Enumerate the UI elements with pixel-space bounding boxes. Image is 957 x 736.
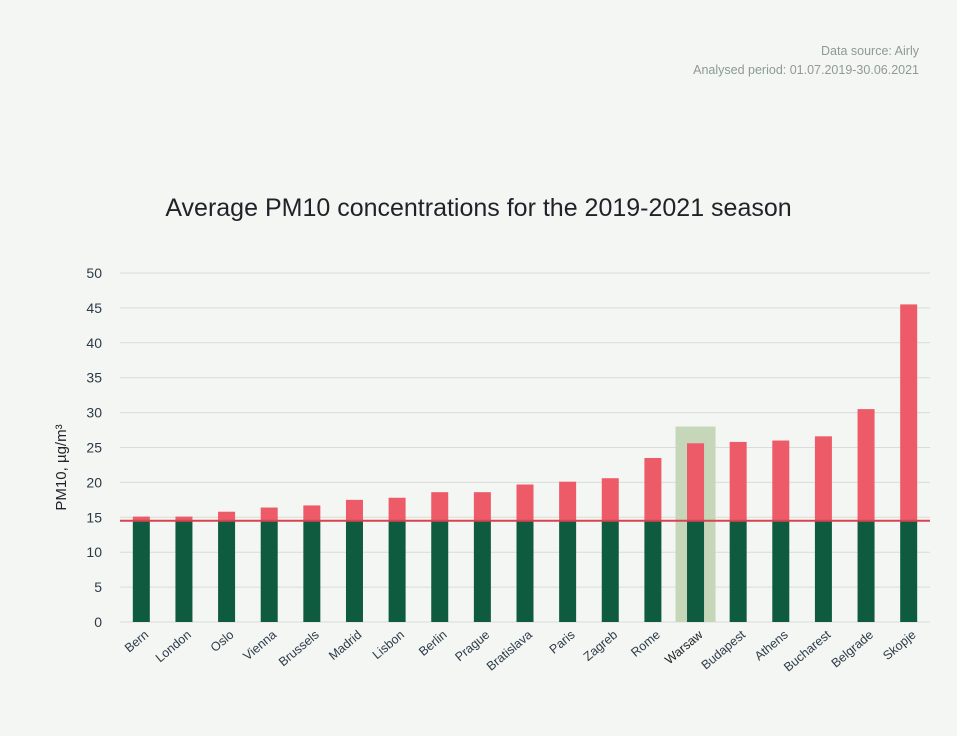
bar-excess: [431, 492, 449, 521]
y-tick-label: 0: [94, 614, 102, 630]
bar-base: [772, 520, 790, 622]
bar-base: [857, 520, 875, 622]
y-tick-label: 45: [86, 300, 102, 316]
bar-excess: [175, 516, 193, 521]
x-tick-label: Brussels: [276, 628, 322, 670]
y-tick-label: 20: [86, 474, 102, 490]
x-tick-label: Oslo: [208, 628, 237, 655]
x-tick-label: Bucharest: [781, 627, 834, 674]
bar-base: [559, 520, 577, 622]
data-source-note: Data source: Airly Analysed period: 01.0…: [693, 42, 919, 80]
y-tick-label: 5: [94, 579, 102, 595]
x-tick-label: London: [153, 628, 194, 666]
x-tick-label: Lisbon: [370, 628, 407, 662]
bar-base: [516, 520, 534, 622]
x-tick-label: Berlin: [416, 628, 450, 659]
bar-base: [473, 520, 491, 622]
bar-base: [687, 520, 705, 622]
bar-excess: [601, 478, 619, 521]
x-tick-label: Prague: [452, 628, 492, 665]
bar-base: [601, 520, 619, 622]
bar-excess: [857, 409, 875, 521]
bar-excess: [516, 484, 534, 521]
bar-base: [260, 520, 278, 622]
data-source-label: Data source: Airly: [821, 44, 919, 58]
y-tick-label: 10: [86, 544, 102, 560]
bar-excess: [260, 507, 278, 521]
bar-excess: [345, 499, 363, 521]
x-tick-label: Vienna: [240, 628, 279, 664]
y-tick-label: 30: [86, 405, 102, 421]
bar-excess: [900, 304, 918, 521]
bar-base: [218, 520, 236, 622]
analysed-period-label: Analysed period: 01.07.2019-30.06.2021: [693, 63, 919, 77]
bar-excess: [388, 497, 406, 521]
x-tick-label: Zagreb: [581, 628, 620, 664]
y-axis-label: PM10, µg/m³: [53, 424, 70, 510]
bar-base: [431, 520, 449, 622]
bar-excess: [218, 511, 236, 521]
y-tick-label: 25: [86, 440, 102, 456]
y-tick-label: 40: [86, 335, 102, 351]
bar-excess: [644, 457, 662, 521]
x-tick-label: Bratislava: [484, 628, 535, 674]
y-tick-label: 35: [86, 370, 102, 386]
bar-base: [814, 520, 832, 622]
bar-excess: [772, 440, 790, 521]
bar-excess: [687, 443, 705, 521]
bar-base: [345, 520, 363, 622]
bar-excess: [559, 481, 577, 521]
bar-base: [175, 520, 193, 622]
x-tick-label: Rome: [628, 628, 663, 660]
x-tick-label: Budapest: [699, 627, 749, 672]
bar-base: [303, 520, 321, 622]
y-tick-label: 15: [86, 509, 102, 525]
y-tick-label: 50: [86, 265, 102, 281]
bar-base: [132, 520, 150, 622]
bar-excess: [303, 505, 321, 521]
x-tick-label: Paris: [547, 628, 578, 657]
bar-excess: [132, 516, 150, 521]
bar-base: [729, 520, 747, 622]
bar-base: [900, 520, 918, 622]
x-tick-label: Madrid: [326, 628, 364, 663]
x-tick-label: Bern: [122, 628, 151, 656]
bar-excess: [729, 441, 747, 521]
bar-excess: [473, 492, 491, 521]
bar-excess: [814, 436, 832, 521]
x-tick-label: Skopje: [880, 628, 918, 663]
chart-title: Average PM10 concentrations for the 2019…: [165, 194, 792, 222]
bar-base: [388, 520, 406, 622]
x-tick-label: Belgrade: [829, 628, 876, 671]
x-tick-label: Athens: [752, 628, 791, 664]
bar-base: [644, 520, 662, 622]
